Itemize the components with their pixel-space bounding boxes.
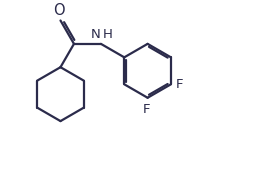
Text: H: H	[102, 28, 112, 41]
Text: N: N	[91, 28, 101, 41]
Text: F: F	[143, 103, 150, 116]
Text: F: F	[176, 78, 183, 91]
Text: O: O	[53, 3, 65, 18]
